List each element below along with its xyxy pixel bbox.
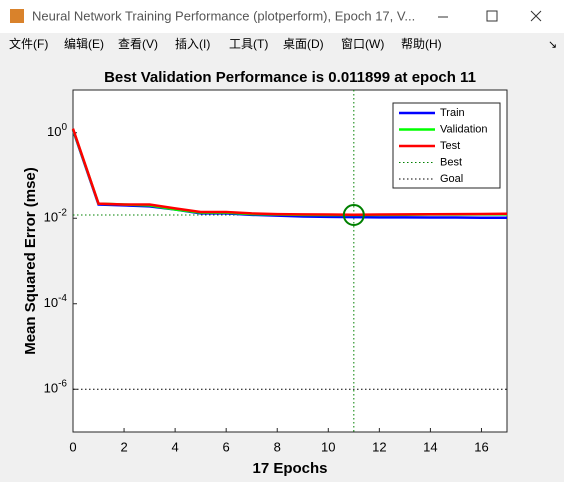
menu-item[interactable]: 查看(V) (118, 37, 158, 51)
legend-label: Validation (440, 123, 488, 135)
menu-item[interactable]: 编辑(E) (64, 36, 104, 51)
series-line (71, 128, 508, 216)
x-axis-label: 17 Epochs (252, 460, 327, 477)
close[interactable] (530, 10, 542, 22)
x-tick-label: 8 (274, 439, 281, 454)
legend-label: Goal (440, 173, 463, 185)
menu-item[interactable]: 插入(I) (175, 37, 210, 51)
legend-label: Best (440, 156, 462, 168)
menu-item[interactable]: 文件(F) (9, 36, 48, 51)
menu-item[interactable]: 帮助(H) (401, 37, 442, 51)
y-tick-label: 100 (47, 121, 67, 139)
y-tick-label: 10-4 (44, 292, 68, 310)
y-tick-label: 10-2 (44, 207, 68, 225)
toolbar-toggle[interactable]: ↘ (548, 39, 557, 51)
legend-label: Train (440, 107, 465, 119)
chart-title: Best Validation Performance is 0.011899 … (104, 69, 476, 86)
x-tick-label: 0 (69, 439, 76, 454)
maximize[interactable] (486, 10, 498, 22)
menu-item[interactable]: 窗口(W) (341, 37, 384, 51)
legend-label: Test (440, 140, 460, 152)
menu-item[interactable]: 工具(T) (229, 37, 268, 51)
x-tick-label: 4 (172, 439, 179, 454)
x-tick-label: 14 (423, 439, 437, 454)
y-tick-label: 10-6 (44, 378, 68, 396)
window-title: Neural Network Training Performance (plo… (32, 8, 415, 23)
x-tick-label: 6 (223, 439, 230, 454)
x-tick-label: 16 (474, 439, 488, 454)
best-marker (342, 204, 365, 227)
x-tick-label: 12 (372, 439, 386, 454)
title-bar (0, 0, 564, 33)
app-icon (10, 9, 24, 23)
x-tick-label: 2 (120, 439, 127, 454)
x-tick-label: 10 (321, 439, 335, 454)
menu-item[interactable]: 桌面(D) (283, 37, 324, 51)
y-axis-label: Mean Squared Error (mse) (22, 167, 39, 355)
